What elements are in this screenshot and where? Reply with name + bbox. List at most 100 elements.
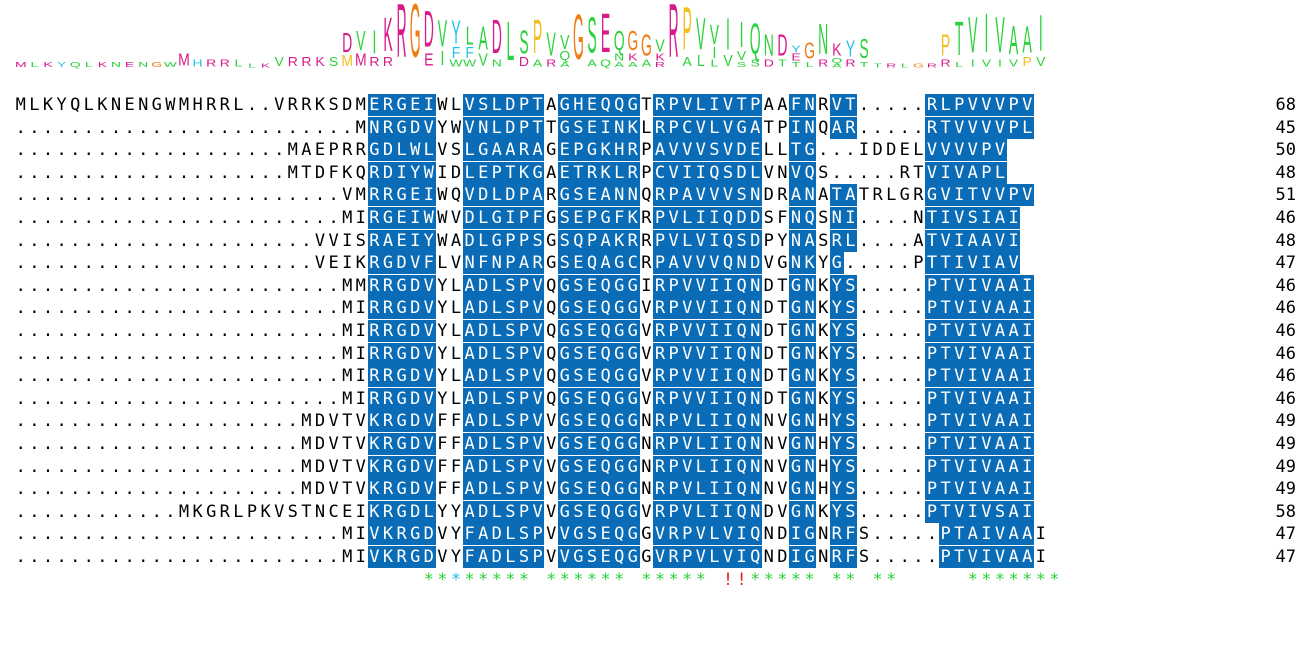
residue-cell: G [598,207,613,229]
residue-cell: A [1006,478,1021,501]
residue-cell: . [301,343,312,364]
logo-letter: P [532,8,543,64]
residue-cell: S [530,229,545,252]
residue-cell: . [260,479,271,500]
residue-cell: Y [830,365,844,388]
residue-cell: G [571,546,586,568]
residue-cell: L [394,139,409,162]
logo-letter: S [519,22,529,61]
residue-cell: G [394,455,409,478]
residue-cell: . [110,117,122,138]
residue-cell: . [192,388,203,409]
residue-cell: . [314,366,326,387]
residue-cell: R [653,433,667,455]
residue-cell: S [571,297,586,320]
residue-cell: . [886,253,897,274]
residue-cell: . [29,253,40,274]
residue-cell: N [748,320,762,342]
logo-letter: R [382,54,394,69]
residue-cell: . [872,321,883,341]
residue-cell: A [490,139,504,162]
residue-cell: . [70,275,81,296]
logo-letter: D [763,57,774,69]
residue-cell: S [450,140,462,161]
residue-cell: I [966,297,980,320]
residue-cell: . [260,343,271,364]
residue-cell: . [233,208,244,228]
residue-cell: . [124,140,135,161]
residue-cell: S [571,184,586,207]
logo-letter: L [30,59,39,69]
residue-cell: G [394,320,409,342]
residue-cell: . [15,230,26,251]
residue-cell: V [952,207,966,229]
logo-letter: A [614,59,624,69]
logo-letter: M [341,51,354,70]
residue-cell: Q [734,500,749,523]
residue-cell: V [966,252,980,275]
residue-cell: Q [546,343,557,364]
residue-cell: V [680,455,694,478]
residue-cell: G [558,184,572,207]
residue-cell: Q [734,387,749,410]
residue-cell: R [287,95,298,115]
residue-cell: I [355,208,366,228]
conservation-symbol: * [600,569,611,590]
residue-cell: . [165,501,176,522]
residue-cell: . [110,162,122,183]
residue-cell: . [886,524,897,545]
residue-cell: . [165,456,176,477]
logo-letter: L [900,62,909,69]
residue-cell: . [15,479,26,500]
logo-letter: N [491,57,502,69]
residue-cell: . [165,366,176,387]
residue-cell: . [83,479,94,500]
conservation-symbol: * [668,569,679,590]
residue-cell: P [666,297,681,320]
logo-letter: K [260,62,271,69]
residue-cell: . [138,343,149,364]
residue-cell: . [15,456,26,477]
residue-cell: A [1006,500,1021,523]
residue-cell: I [952,252,966,275]
residue-cell: E [124,95,135,115]
residue-cell: Y [437,321,448,341]
residue-cell: . [886,298,897,319]
residue-cell: . [328,185,339,206]
residue-cell: S [571,274,586,297]
residue-cell: D [476,433,490,455]
residue-cell: Q [598,274,613,297]
residue-cell: . [246,95,258,115]
residue-cell: W [437,208,448,228]
residue-cell: N [802,500,817,523]
residue-cell: P [517,274,531,297]
residue-cell: Q [734,478,749,501]
residue-cell: K [97,95,108,115]
residue-cell: M [342,388,353,409]
sequence-length: 49 [1275,456,1296,477]
residue-cell: V [680,94,694,116]
residue-cell: D [394,252,409,275]
residue-cell: V [546,547,557,567]
residue-cell: M [287,162,298,183]
residue-cell: R [626,229,640,252]
residue-cell: . [858,411,870,432]
residue-cell: P [653,229,667,252]
residue-cell: G [626,478,640,501]
residue-cell: A [966,229,980,252]
residue-cell: G [641,547,652,567]
residue-cell: A [843,184,858,207]
residue-cell: V [422,387,436,410]
residue-cell: . [56,411,67,432]
residue-cell: I [721,410,735,433]
residue-cell: E [558,139,572,162]
residue-cell: I [1035,547,1046,567]
residue-cell: N [490,252,504,275]
residue-cell: Q [598,365,613,388]
residue-cell: P [1006,116,1021,139]
residue-cell: L [422,500,436,523]
residue-cell: H [818,411,829,432]
residue-cell: T [734,94,749,116]
residue-cell: . [56,298,67,319]
residue-cell: . [219,366,230,387]
